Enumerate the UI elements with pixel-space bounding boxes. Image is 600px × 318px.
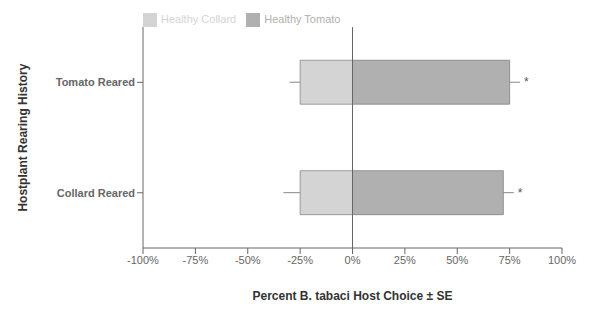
- svg-text:Collard Reared: Collard Reared: [57, 187, 135, 199]
- svg-text:-75%: -75%: [183, 254, 209, 266]
- svg-text:-25%: -25%: [287, 254, 313, 266]
- svg-text:*: *: [518, 186, 523, 200]
- svg-text:-50%: -50%: [235, 254, 261, 266]
- svg-text:Percent B. tabaci Host Choice: Percent B. tabaci Host Choice ± SE: [253, 289, 453, 303]
- svg-text:50%: 50%: [446, 254, 468, 266]
- html-text:Healthy Collard: Healthy Collard: [161, 13, 237, 25]
- svg-text:0%: 0%: [345, 254, 361, 266]
- svg-text:Hostplant Rearing History: Hostplant Rearing History: [16, 63, 30, 211]
- svg-text:25%: 25%: [394, 254, 416, 266]
- svg-text:-100%: -100%: [127, 254, 159, 266]
- svg-text:75%: 75%: [499, 254, 521, 266]
- html-text:Healthy Tomato: Healthy Tomato: [264, 13, 341, 25]
- svg-text:*: *: [524, 75, 529, 89]
- svg-text:100%: 100%: [548, 254, 576, 266]
- svg-text:Tomato Reared: Tomato Reared: [56, 76, 135, 88]
